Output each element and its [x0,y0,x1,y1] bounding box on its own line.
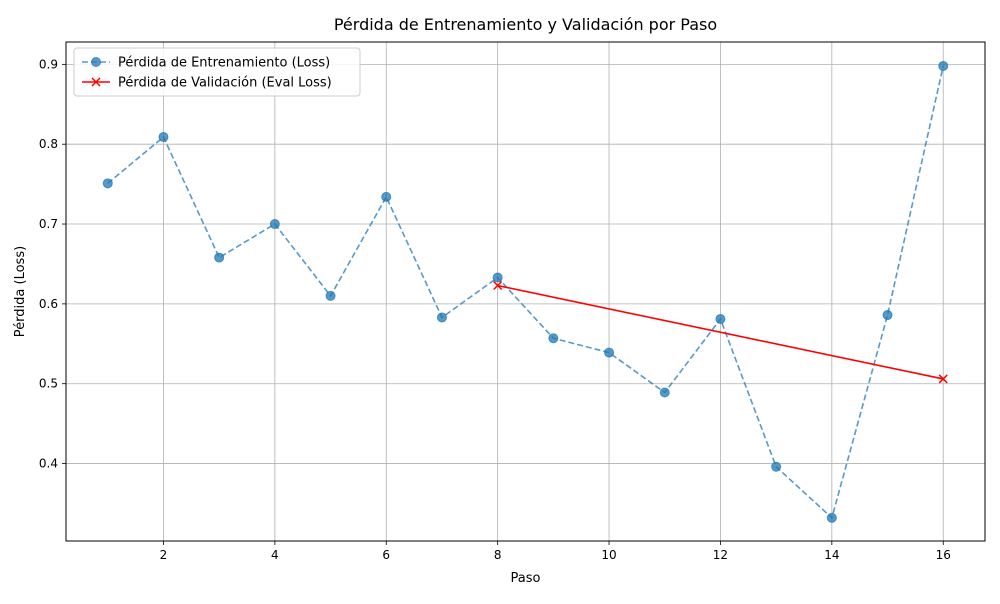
x-tick-label: 8 [494,548,502,562]
series-1-point [771,461,782,472]
series-1-point [158,132,169,143]
series-1-point [381,191,392,202]
x-tick-label: 2 [160,548,168,562]
y-axis-title: Pérdida (Loss) [13,246,28,337]
y-tick-label: 0.8 [39,137,58,151]
legend-swatch-marker-stroke-b [91,77,101,87]
series-1-point [938,60,949,71]
x-tick-label: 6 [382,548,390,562]
series-2-point-stroke-b [493,280,503,291]
series-2-point [938,374,948,384]
series-1-point [715,314,726,325]
x-axis-title: Paso [511,571,541,586]
y-tick-label: 0.7 [39,217,58,231]
series-1-point [604,347,615,358]
series-2 [493,280,948,384]
x-tick-label: 12 [713,548,728,562]
y-tick-label: 0.5 [39,377,58,391]
series-1-point [826,512,837,523]
plot-frame [65,41,986,542]
series-1-point [436,312,447,323]
legend-item-1: Pérdida de Entrenamiento (Loss) [82,56,330,71]
series-1 [102,60,949,523]
series-1-point [492,272,503,283]
series-1-point [659,387,670,398]
legend-label: Pérdida de Entrenamiento (Loss) [118,56,330,71]
series-2-line [497,284,944,380]
series-1-line [107,65,945,520]
x-tick-label: 4 [271,548,279,562]
series-2-point-stroke-b [938,374,948,384]
legend-item-2: Pérdida de Validación (Eval Loss) [82,76,332,91]
legend-label: Pérdida de Validación (Eval Loss) [118,76,332,91]
legend: Pérdida de Entrenamiento (Loss) Pérdida d… [73,47,361,97]
series-1-point [882,310,893,321]
tick-layer: 2 4 6 8 10 12 14 16 0.4 0.5 0.6 0.7 0.8 0.9 [39,57,951,562]
x-tick-label: 10 [601,548,616,562]
series-2-point [493,280,503,291]
series-1-point [214,252,225,263]
legend-box [73,47,361,97]
x-tick-label: 14 [824,548,839,562]
y-tick-label: 0.4 [39,457,58,471]
chart-title: Pérdida de Entrenamiento y Validación po… [334,15,717,34]
grid-layer [66,42,985,541]
series-1-point [102,178,113,189]
legend-swatch-marker [91,57,101,67]
y-tick-label: 0.9 [39,57,58,71]
series-layer [102,60,949,523]
series-1-point [548,333,559,344]
series-1-point [325,290,336,301]
legend-swatch-marker [91,77,101,87]
x-tick-label: 16 [936,548,951,562]
series-1-point [269,219,280,230]
y-tick-label: 0.6 [39,297,58,311]
